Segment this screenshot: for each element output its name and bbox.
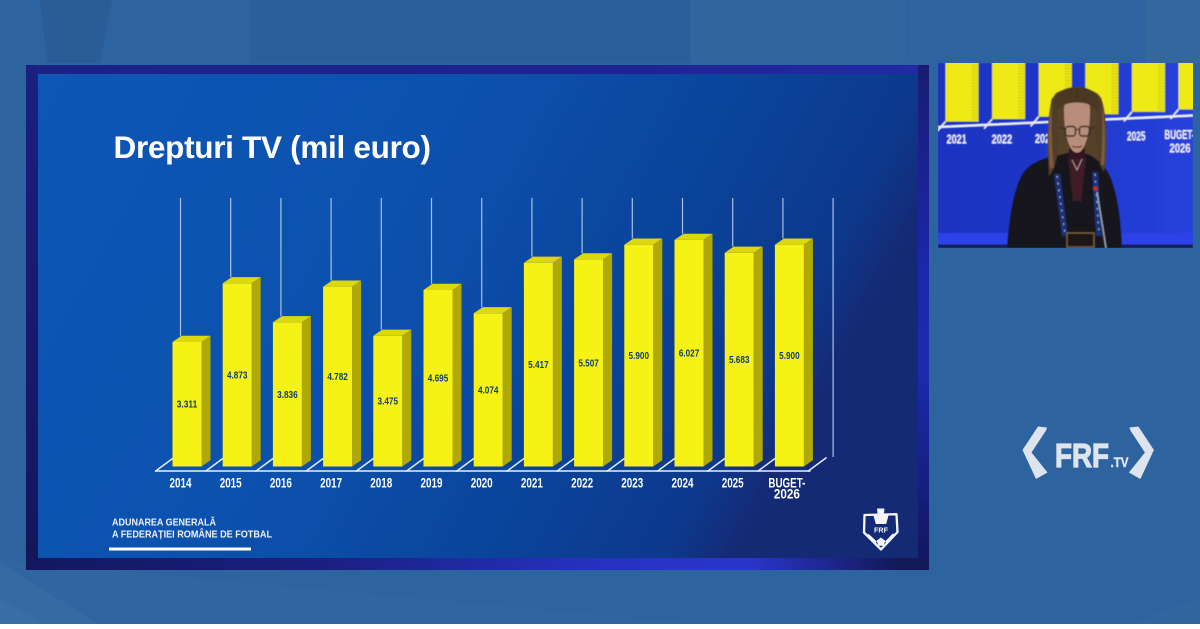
svg-text:2022: 2022 xyxy=(571,475,593,491)
svg-text:2017: 2017 xyxy=(320,475,342,491)
svg-text:6.027: 6.027 xyxy=(679,349,700,360)
svg-text:Drepturi TV (mil euro): Drepturi TV (mil euro) xyxy=(114,129,431,165)
svg-text:A FEDERAȚIEI ROMÂNE DE FOTBAL: A FEDERAȚIEI ROMÂNE DE FOTBAL xyxy=(112,528,272,541)
svg-text:2015: 2015 xyxy=(220,475,242,491)
svg-text:4.074: 4.074 xyxy=(478,385,499,396)
svg-text:2026: 2026 xyxy=(1170,141,1191,155)
svg-text:BUGET-: BUGET- xyxy=(1165,128,1195,142)
svg-text:5.900: 5.900 xyxy=(779,351,800,362)
svg-text:2022: 2022 xyxy=(992,132,1013,146)
svg-text:4.873: 4.873 xyxy=(227,370,248,381)
svg-text:3.311: 3.311 xyxy=(177,400,198,411)
svg-text:2021: 2021 xyxy=(947,133,967,147)
svg-text:2025: 2025 xyxy=(1127,129,1146,143)
svg-text:FRF: FRF xyxy=(874,526,889,535)
svg-text:2024: 2024 xyxy=(672,475,694,491)
svg-text:2026: 2026 xyxy=(774,486,800,502)
svg-text:ADUNAREA GENERALĂ: ADUNAREA GENERALĂ xyxy=(112,516,216,529)
svg-text:5.417: 5.417 xyxy=(528,360,549,371)
svg-text:2014: 2014 xyxy=(170,475,192,491)
svg-text:3.475: 3.475 xyxy=(378,397,399,408)
svg-text:5.507: 5.507 xyxy=(578,358,599,369)
svg-text:2025: 2025 xyxy=(722,475,744,491)
svg-text:2016: 2016 xyxy=(270,475,292,491)
svg-text:2019: 2019 xyxy=(421,475,443,491)
svg-text:FRF: FRF xyxy=(1055,437,1109,474)
svg-text:2018: 2018 xyxy=(370,475,392,491)
svg-text:5.683: 5.683 xyxy=(729,355,750,366)
svg-text:3.836: 3.836 xyxy=(277,390,298,401)
svg-text:2021: 2021 xyxy=(521,475,543,491)
svg-text:4.695: 4.695 xyxy=(428,374,449,385)
svg-text:.TV: .TV xyxy=(1111,454,1130,470)
svg-text:2020: 2020 xyxy=(471,475,493,491)
svg-text:2023: 2023 xyxy=(621,475,643,491)
svg-text:4.782: 4.782 xyxy=(327,372,348,383)
svg-text:5.900: 5.900 xyxy=(629,351,650,362)
